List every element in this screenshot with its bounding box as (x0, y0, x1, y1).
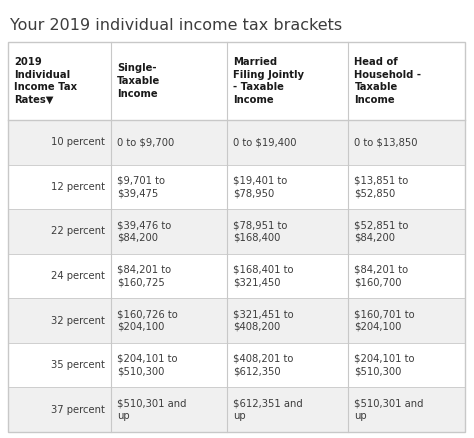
Text: 0 to $9,700: 0 to $9,700 (117, 137, 174, 147)
Text: $9,701 to
$39,475: $9,701 to $39,475 (117, 176, 165, 198)
Text: $321,451 to
$408,200: $321,451 to $408,200 (233, 309, 294, 332)
Text: $168,401 to
$321,450: $168,401 to $321,450 (233, 265, 294, 287)
Bar (8, 254, 465, 298)
Text: 24 percent: 24 percent (51, 271, 105, 281)
Text: $84,201 to
$160,725: $84,201 to $160,725 (117, 265, 171, 287)
Text: 2019
Individual
Income Tax
Rates▼: 2019 Individual Income Tax Rates▼ (14, 57, 77, 105)
Text: $612,351 and
up: $612,351 and up (233, 398, 303, 421)
Text: $19,401 to
$78,950: $19,401 to $78,950 (233, 176, 288, 198)
Text: 22 percent: 22 percent (51, 226, 105, 237)
Text: 35 percent: 35 percent (51, 360, 105, 370)
Text: 37 percent: 37 percent (51, 405, 105, 415)
Bar (8, 343, 465, 388)
Text: $510,301 and
up: $510,301 and up (355, 398, 424, 421)
Text: 32 percent: 32 percent (51, 315, 105, 325)
Text: 10 percent: 10 percent (51, 137, 105, 147)
Text: $204,101 to
$510,300: $204,101 to $510,300 (355, 354, 415, 377)
Bar (8, 388, 465, 432)
Text: 0 to $19,400: 0 to $19,400 (233, 137, 297, 147)
Bar (8, 209, 465, 254)
Bar (8, 165, 465, 209)
Bar (8, 42, 465, 432)
Text: 12 percent: 12 percent (51, 182, 105, 192)
Text: $52,851 to
$84,200: $52,851 to $84,200 (355, 220, 409, 243)
Text: Married
Filing Jointly
- Taxable
Income: Married Filing Jointly - Taxable Income (233, 57, 304, 105)
Bar (8, 120, 465, 165)
Text: Your 2019 individual income tax brackets: Your 2019 individual income tax brackets (10, 18, 342, 33)
Text: $408,201 to
$612,350: $408,201 to $612,350 (233, 354, 294, 377)
Text: $160,701 to
$204,100: $160,701 to $204,100 (355, 309, 415, 332)
Text: Single-
Taxable
Income: Single- Taxable Income (117, 63, 160, 99)
Text: $13,851 to
$52,850: $13,851 to $52,850 (355, 176, 409, 198)
Text: $84,201 to
$160,700: $84,201 to $160,700 (355, 265, 409, 287)
Text: Head of
Household -
Taxable
Income: Head of Household - Taxable Income (355, 57, 421, 105)
Text: $78,951 to
$168,400: $78,951 to $168,400 (233, 220, 288, 243)
Bar (8, 42, 465, 120)
Text: $204,101 to
$510,300: $204,101 to $510,300 (117, 354, 177, 377)
Text: $510,301 and
up: $510,301 and up (117, 398, 186, 421)
Bar (8, 298, 465, 343)
Text: $160,726 to
$204,100: $160,726 to $204,100 (117, 309, 178, 332)
Text: $39,476 to
$84,200: $39,476 to $84,200 (117, 220, 171, 243)
Text: 0 to $13,850: 0 to $13,850 (355, 137, 418, 147)
